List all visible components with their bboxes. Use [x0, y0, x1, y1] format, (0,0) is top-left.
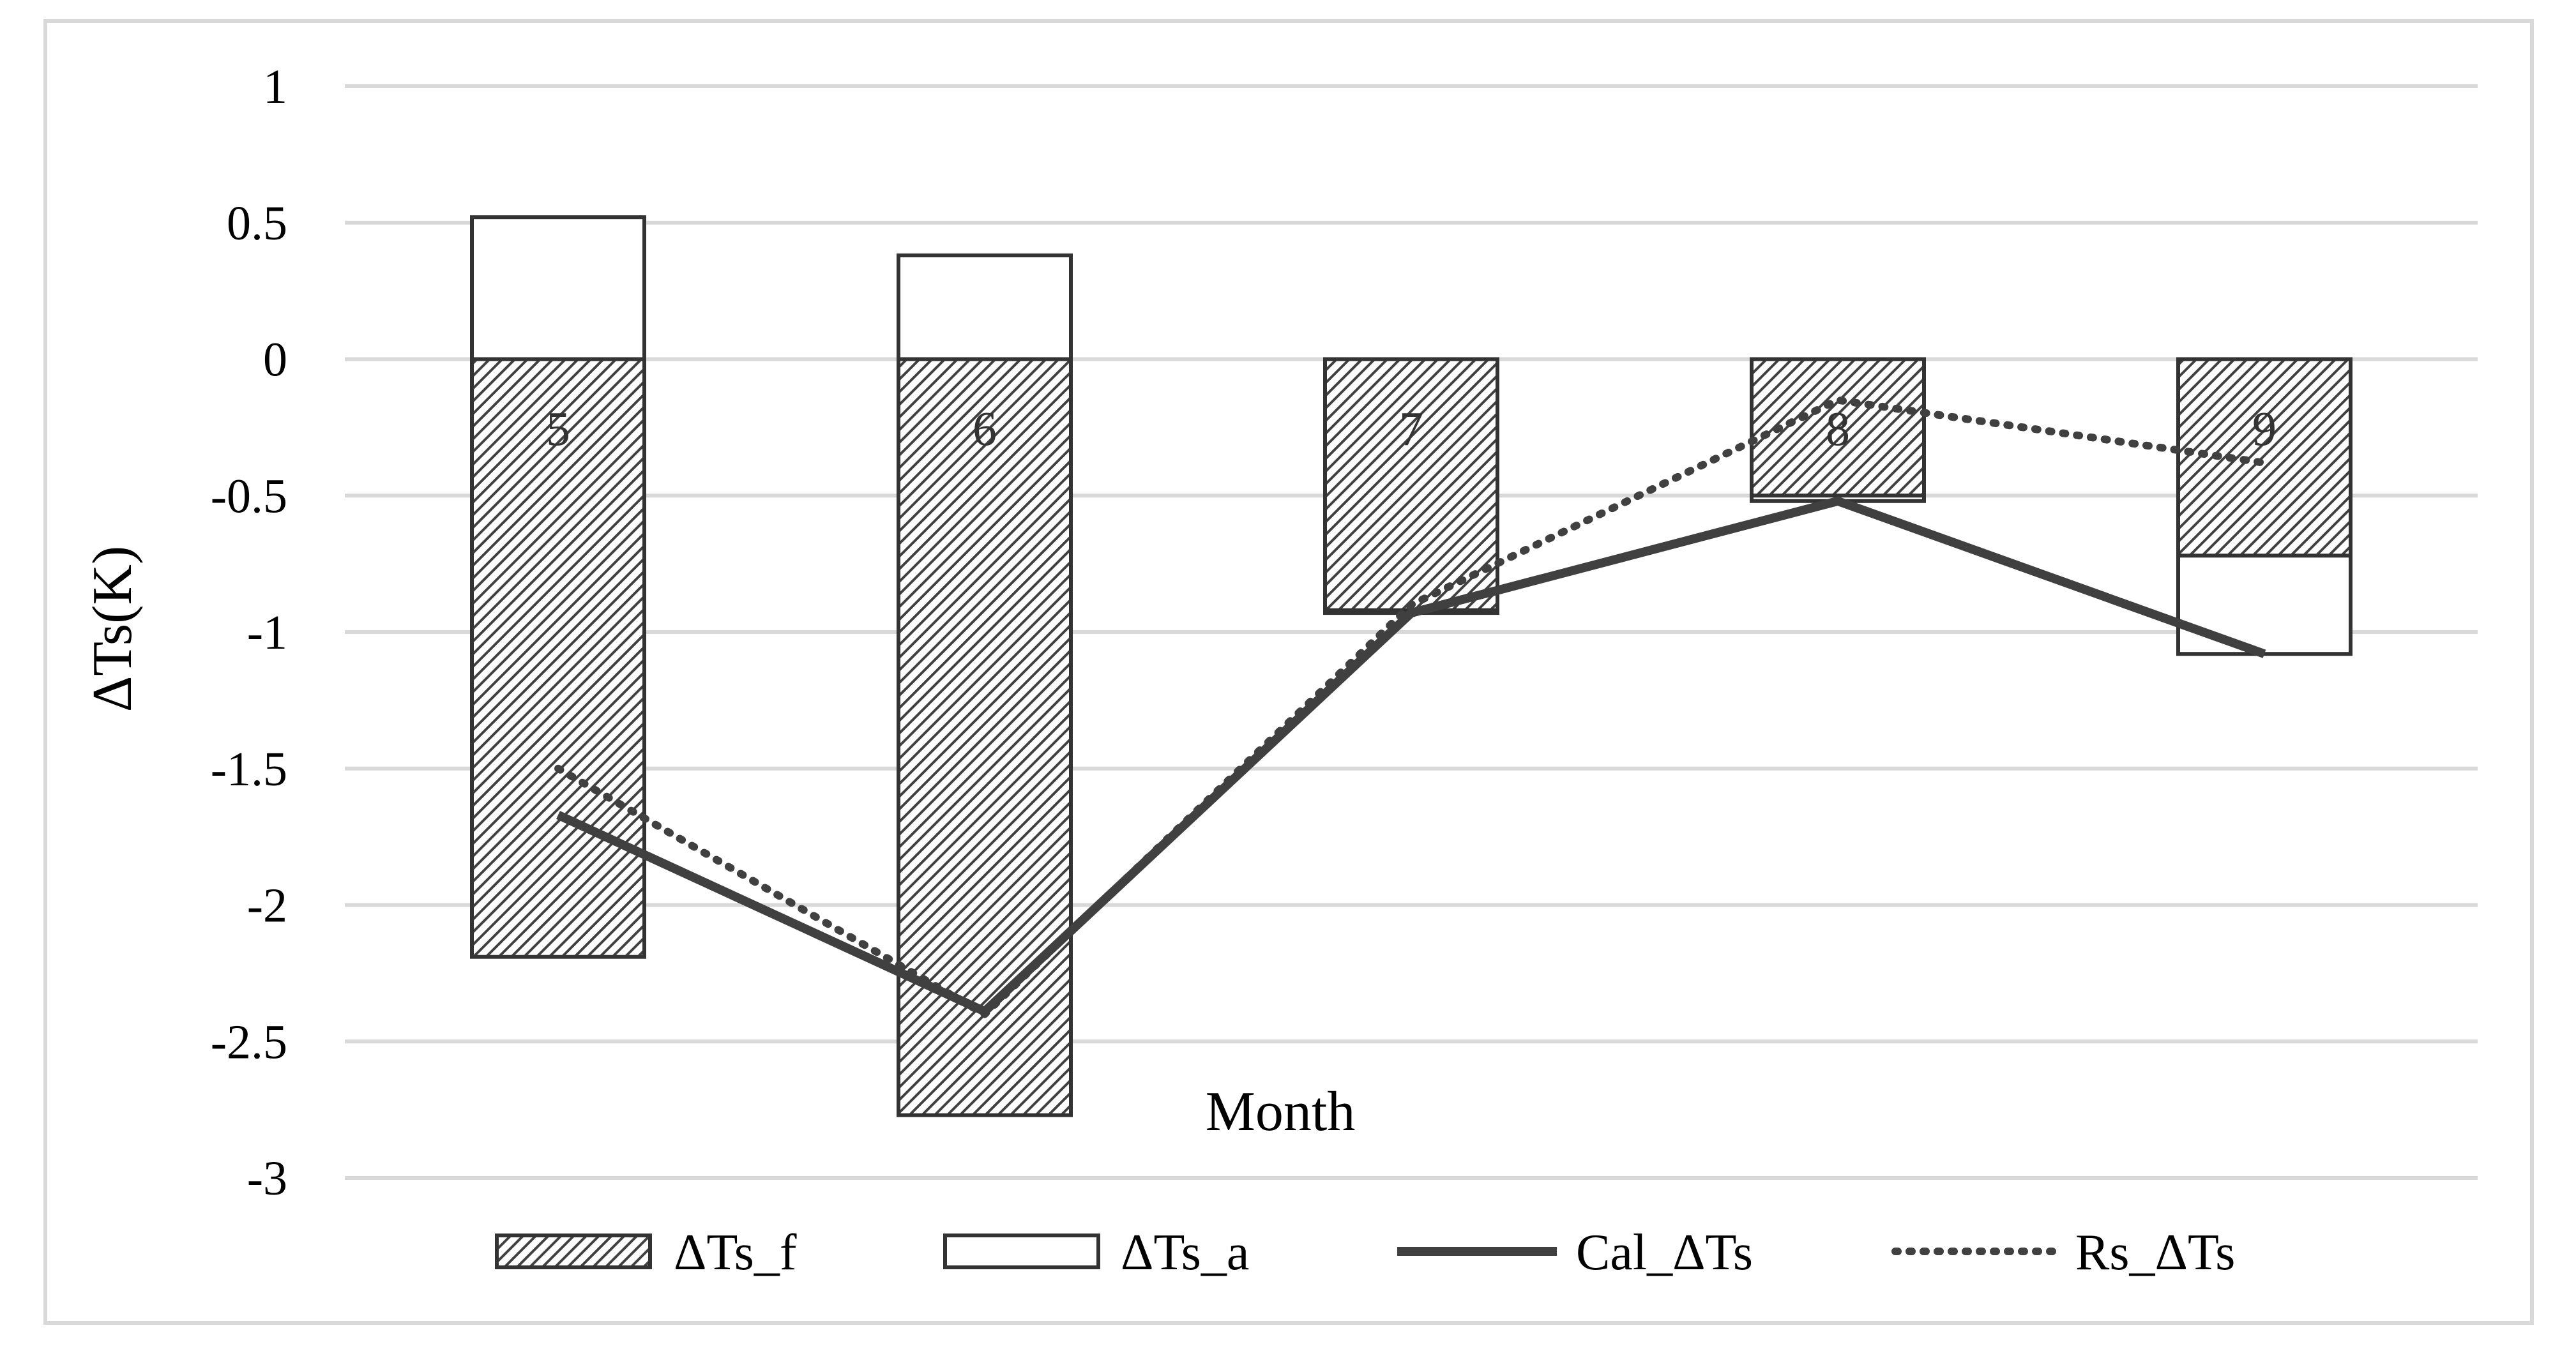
bar-dts-a: [2176, 554, 2352, 656]
chart-frame: [43, 19, 2534, 1325]
y-tick-label: -3: [247, 1152, 287, 1205]
bar-dts-f: [2176, 357, 2352, 558]
y-tick-label: -1: [247, 606, 287, 660]
legend-swatch-dts-a: [943, 1234, 1100, 1269]
x-axis-title: Month: [1206, 1081, 1356, 1143]
x-tick-label: 8: [1826, 403, 1850, 456]
legend-label: Cal_ΔTs: [1576, 1225, 1753, 1281]
y-tick-label: -2.5: [211, 1015, 287, 1069]
series-lines: [554, 396, 2268, 1018]
y-axis-ticks: 1 0.5 0 -0.5 -1 -1.5 -2 -2.5 -3: [211, 60, 287, 1205]
category-labels: 5 6 7 8 9: [546, 403, 2277, 456]
bar-dts-f: [897, 357, 1073, 1117]
y-tick-label: -2: [247, 879, 287, 933]
line-cal-dts: [556, 496, 2266, 1016]
bar-dts-a: [897, 253, 1073, 361]
legend-label: Rs_ΔTs: [2075, 1225, 2235, 1281]
gridlines: [345, 84, 2478, 1180]
legend: ΔTs_f ΔTs_a Cal_ΔTs Rs_ΔTs: [495, 1225, 2235, 1281]
legend-swatch-dts-f: [495, 1234, 652, 1269]
y-tick-label: 0: [263, 333, 287, 387]
y-tick-label: 1: [263, 60, 287, 114]
legend-label: ΔTs_f: [674, 1225, 797, 1281]
x-tick-label: 7: [1399, 403, 1423, 456]
x-tick-label: 9: [2252, 403, 2277, 456]
y-axis-title: ΔTs(K): [82, 546, 144, 713]
y-tick-label: 0.5: [227, 197, 287, 250]
y-tick-label: -0.5: [211, 469, 287, 523]
bar-dts-a: [470, 215, 646, 361]
legend-label: ΔTs_a: [1121, 1225, 1249, 1281]
bars: [470, 215, 2352, 1117]
y-tick-label: -1.5: [211, 743, 287, 796]
line-rs-dts: [554, 396, 2268, 1018]
x-tick-label: 6: [973, 403, 997, 456]
x-tick-label: 5: [546, 403, 570, 456]
bar-dts-f: [470, 357, 646, 959]
